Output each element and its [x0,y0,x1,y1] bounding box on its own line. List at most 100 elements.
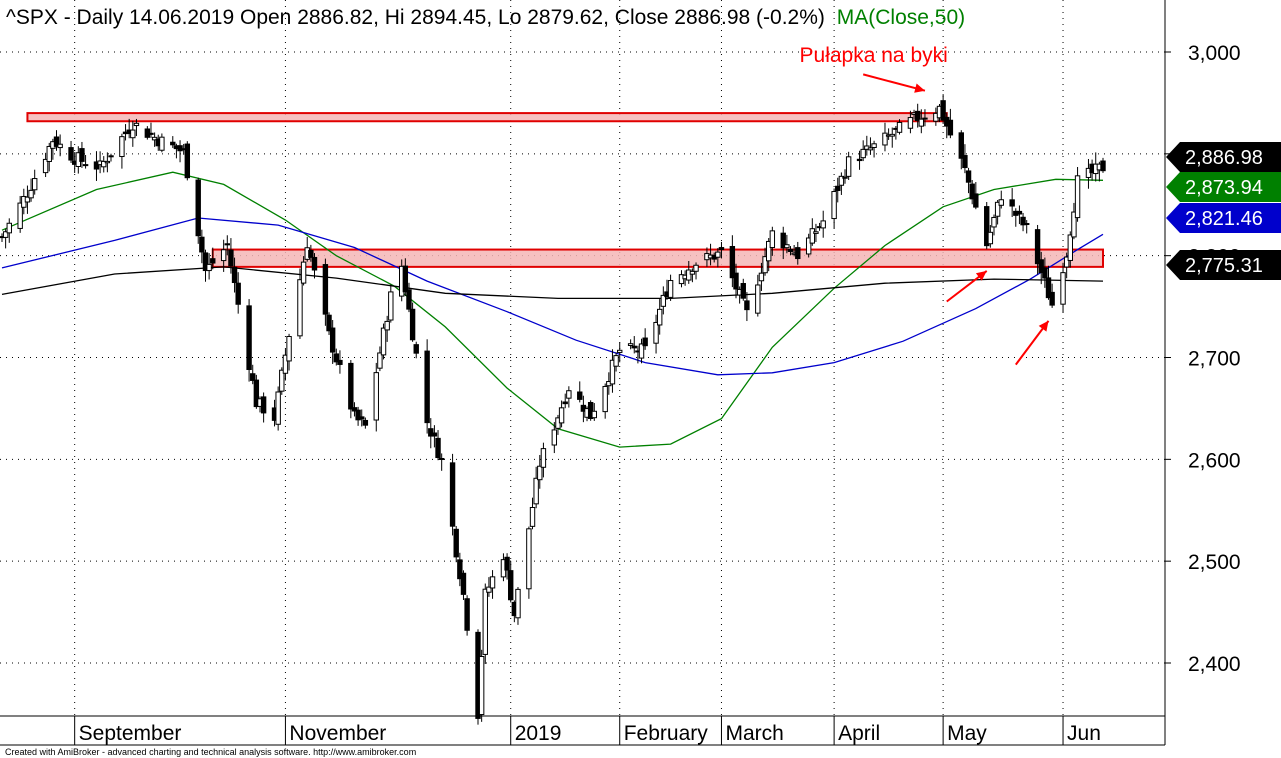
candle-body [962,155,968,169]
candle-body [729,245,736,279]
value-badge-label: 2,775.31 [1185,255,1263,277]
y-tick-label: 2,400 [1188,653,1241,676]
annotations: Pułapka na byki [800,44,1050,366]
candle-body [435,437,441,459]
price-zone [26,112,948,123]
candle-body [79,148,85,162]
candle-body [333,353,339,363]
x-tick-label: November [289,722,386,745]
candle-body [882,132,888,146]
price-zone [211,248,1104,268]
arrow-head [1038,320,1049,332]
candle-body [740,283,746,299]
y-tick-label: 2,500 [1188,551,1241,574]
candle-body [348,362,354,410]
candle-body [1020,216,1026,226]
candle-body [1034,229,1041,265]
candle-body [1067,234,1073,261]
candle-body [551,429,558,446]
candle-body [253,379,260,408]
ma-line-ma-close-200- [1,266,1104,300]
candle-body [758,272,765,282]
candle-body [380,327,387,356]
candle-body [693,264,699,272]
candle-body [93,161,100,170]
x-axis-ticks: September November 2019 February March April M… [74,716,1101,745]
candle-body [631,345,637,349]
candle-body [1071,211,1077,238]
candle-body [362,419,369,426]
candle-body [202,252,209,272]
candle-body [489,576,496,589]
candle-body [246,305,252,370]
x-tick-label: February [624,722,709,745]
candle-body [867,147,874,151]
candle-body [406,289,412,310]
candle-body [478,656,485,716]
y-tick-label: 3,000 [1188,42,1241,65]
candle-body [609,359,616,385]
candle-body [148,132,154,135]
candle-body [1045,277,1052,299]
value-badge [1166,203,1281,233]
candle-body [602,385,608,413]
candle-body [787,248,794,252]
candle-body [686,269,692,281]
candle-body [689,270,696,275]
value-badge [1166,142,1281,172]
candle-body [667,280,674,298]
candle-body [617,349,623,353]
candle-body [795,247,801,260]
candle-body [845,156,852,177]
candle-body [199,236,205,253]
candle-body [922,117,928,120]
candle-body [228,249,234,267]
candle-body [994,201,1001,217]
candle-body [384,320,390,331]
candle-body [656,308,663,326]
candle-body [965,170,972,183]
candle-body [482,588,488,655]
candle-body [896,121,903,133]
candle-body [831,191,837,220]
candle-body [279,369,285,392]
candle-body [42,158,49,174]
candle-body [449,462,456,527]
candle-body [889,133,895,137]
candle-body [1074,175,1081,219]
candle-body [337,359,343,365]
candle-body [638,343,645,359]
candle-body [809,228,816,244]
candle-body [308,249,314,258]
x-tick-label: March [725,722,783,745]
candle-body [282,354,289,374]
candle-body [28,189,34,199]
value-badge-label: 2,821.46 [1185,208,1263,230]
candle-body [842,176,848,179]
candle-body [562,401,568,405]
candle-body [224,243,230,246]
x-tick-label: April [838,722,880,745]
candle-body [464,598,470,631]
candle-body [566,390,572,399]
candle-body [613,355,619,367]
candle-body [17,202,23,229]
candle-body [780,232,786,249]
candle-body [755,284,761,314]
candle-body [587,401,594,419]
candle-body [577,391,583,400]
candle-body [32,178,38,191]
candle-body [428,428,434,437]
candle-body [133,122,140,127]
candle-body [431,432,438,437]
candle-body [940,100,946,121]
candle-body [540,448,547,468]
candle-body [947,119,954,136]
candle-body [733,272,739,290]
candle-body [311,256,318,271]
candle-body [68,147,74,161]
candle-body [591,410,597,419]
candle-body [969,183,975,200]
